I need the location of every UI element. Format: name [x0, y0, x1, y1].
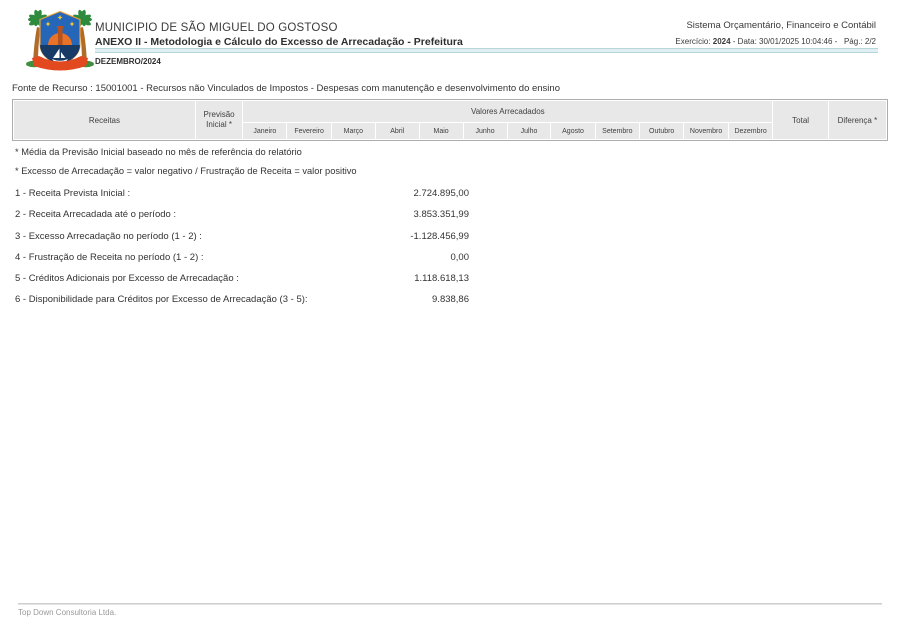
- report-title: ANEXO II - Metodologia e Cálculo do Exce…: [95, 36, 463, 48]
- calculation-items: 1 - Receita Prevista Inicial : 2.724.895…: [15, 188, 469, 316]
- item-value: 9.838,86: [432, 294, 469, 306]
- col-header-month: Dezembro: [728, 123, 773, 139]
- calc-item-row: 1 - Receita Prevista Inicial : 2.724.895…: [15, 188, 469, 200]
- col-header-month: Maio: [419, 123, 463, 139]
- col-header-month: Setembro: [595, 123, 640, 139]
- municipal-coat-of-arms-icon: [26, 9, 94, 71]
- col-header-diferenca: Diferença *: [828, 101, 886, 139]
- item-label: 1 - Receita Prevista Inicial :: [15, 188, 131, 199]
- col-header-month: Março: [331, 123, 375, 139]
- item-label: 5 - Créditos Adicionais por Excesso de A…: [15, 273, 239, 285]
- col-header-month: Abril: [375, 123, 419, 139]
- col-header-total: Total: [773, 101, 828, 139]
- item-label: 4 - Frustração de Receita no período (1 …: [15, 251, 204, 263]
- item-value: 3.853.351,99: [413, 209, 469, 221]
- item-value: 2.724.895,00: [413, 188, 469, 199]
- col-header-valores-arrecadados: Valores Arrecadados: [243, 101, 773, 122]
- report-period: DEZEMBRO/2024: [95, 57, 161, 66]
- col-header-month: Julho: [507, 123, 551, 139]
- item-label: 3 - Excesso Arrecadação no período (1 - …: [15, 230, 202, 242]
- item-value: 1.118.618,13: [414, 273, 469, 285]
- municipality-name: MUNICIPIO DE SÃO MIGUEL DO GOSTOSO: [95, 22, 338, 34]
- exercise-label: Exercício:: [675, 37, 713, 46]
- col-header-month: Novembro: [684, 123, 728, 139]
- col-header-previsao-inicial: Previsão Inicial *: [195, 101, 243, 139]
- calc-item-row: 5 - Créditos Adicionais por Excesso de A…: [15, 273, 469, 285]
- footer-divider: [18, 603, 882, 605]
- header-divider: [95, 48, 878, 53]
- col-header-month: Agosto: [551, 123, 595, 139]
- col-header-receitas: Receitas: [14, 101, 195, 139]
- item-value: -1.128.456,99: [410, 230, 469, 242]
- calc-item-row: 3 - Excesso Arrecadação no período (1 - …: [15, 231, 469, 243]
- footer-company: Top Down Consultoria Ltda.: [18, 608, 117, 617]
- col-header-month: Junho: [463, 123, 507, 139]
- calc-item-row: 6 - Disponibilidade para Créditos por Ex…: [15, 294, 469, 306]
- col-header-month: Outubro: [640, 123, 684, 139]
- exercise-date-page: Exercício: 2024 - Data: 30/01/2025 10:04…: [675, 37, 876, 46]
- item-label: 2 - Receita Arrecadada até o período :: [15, 209, 177, 221]
- item-value: 0,00: [450, 251, 470, 263]
- resource-source-line: Fonte de Recurso : 15001001 - Recursos n…: [12, 83, 560, 94]
- revenues-table: Receitas Previsão Inicial * Valores Arre…: [12, 99, 888, 141]
- exercise-year: 2024: [712, 37, 731, 46]
- system-name: Sistema Orçamentário, Financeiro e Contá…: [686, 20, 876, 31]
- col-header-month: Janeiro: [243, 123, 287, 139]
- footnote-excesso: * Excesso de Arrecadação = valor negativ…: [15, 166, 357, 176]
- item-label: 6 - Disponibilidade para Créditos por Ex…: [15, 294, 308, 306]
- col-header-month: Fevereiro: [287, 123, 331, 139]
- footnote-previsao: * Média da Previsão Inicial baseado no m…: [15, 147, 302, 157]
- calc-item-row: 2 - Receita Arrecadada até o período : 3…: [15, 209, 469, 221]
- date-page-text: - Data: 30/01/2025 10:04:46 - Pág.: 2/2: [730, 37, 876, 46]
- calc-item-row: 4 - Frustração de Receita no período (1 …: [15, 252, 469, 264]
